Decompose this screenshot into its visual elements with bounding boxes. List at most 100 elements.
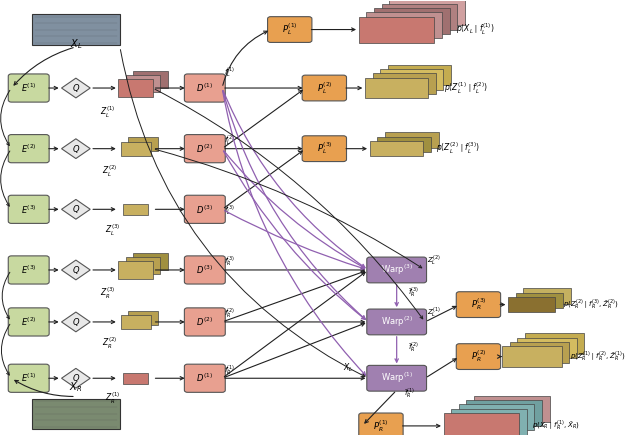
Text: $f_L^{(1)}$: $f_L^{(1)}$	[224, 65, 236, 80]
Polygon shape	[61, 312, 90, 332]
FancyBboxPatch shape	[474, 395, 550, 422]
FancyBboxPatch shape	[516, 293, 563, 308]
FancyBboxPatch shape	[128, 311, 158, 325]
FancyBboxPatch shape	[524, 288, 571, 304]
FancyBboxPatch shape	[370, 141, 424, 156]
Text: $p(X_R \mid f_R^{(1)},\bar{X}_R)$: $p(X_R \mid f_R^{(1)},\bar{X}_R)$	[532, 419, 580, 433]
FancyBboxPatch shape	[374, 8, 449, 34]
Text: $p(Z_R^{(1)} \mid f_R^{(2)},\bar{Z}_R^{(1)})$: $p(Z_R^{(1)} \mid f_R^{(2)},\bar{Z}_R^{(…	[570, 350, 625, 364]
FancyBboxPatch shape	[128, 137, 158, 151]
FancyBboxPatch shape	[359, 17, 435, 42]
FancyBboxPatch shape	[8, 195, 49, 223]
FancyBboxPatch shape	[118, 261, 153, 279]
Text: $D^{(3)}$: $D^{(3)}$	[196, 203, 213, 215]
Text: $D^{(2)}$: $D^{(2)}$	[196, 316, 213, 328]
Text: $Q$: $Q$	[72, 372, 80, 384]
Text: $Z_L^{(1)}$: $Z_L^{(1)}$	[427, 305, 441, 320]
Text: $Z_R^{(1)}$: $Z_R^{(1)}$	[105, 390, 120, 406]
FancyBboxPatch shape	[388, 65, 451, 85]
FancyBboxPatch shape	[8, 364, 49, 392]
Text: $p(Z_L^{(2)} \mid f_L^{(3)})$: $p(Z_L^{(2)} \mid f_L^{(3)})$	[436, 141, 480, 156]
FancyBboxPatch shape	[32, 399, 120, 429]
FancyBboxPatch shape	[378, 137, 431, 152]
FancyBboxPatch shape	[133, 253, 168, 270]
FancyBboxPatch shape	[456, 344, 500, 370]
FancyBboxPatch shape	[380, 69, 444, 90]
FancyBboxPatch shape	[184, 195, 225, 223]
FancyBboxPatch shape	[133, 71, 168, 88]
FancyBboxPatch shape	[123, 204, 148, 215]
FancyBboxPatch shape	[8, 135, 49, 163]
FancyBboxPatch shape	[365, 78, 428, 98]
Text: $f_L^{(2)}$: $f_L^{(2)}$	[224, 134, 236, 148]
Text: $E^{(2)}$: $E^{(2)}$	[20, 316, 36, 328]
Text: $Z_L^{(1)}$: $Z_L^{(1)}$	[100, 104, 115, 120]
FancyBboxPatch shape	[120, 142, 151, 156]
Text: $\bar{f}_R^{(1)}$: $\bar{f}_R^{(1)}$	[404, 387, 415, 401]
Text: $P_R^{(1)}$: $P_R^{(1)}$	[373, 418, 388, 434]
Text: $Q$: $Q$	[72, 316, 80, 328]
Text: $p(X_L \mid f_L^{(1)})$: $p(X_L \mid f_L^{(1)})$	[456, 22, 495, 37]
Text: $X_R$: $X_R$	[69, 381, 83, 394]
FancyBboxPatch shape	[517, 337, 577, 358]
FancyBboxPatch shape	[389, 0, 465, 25]
FancyBboxPatch shape	[8, 74, 49, 102]
FancyBboxPatch shape	[123, 373, 148, 384]
Text: $E^{(2)}$: $E^{(2)}$	[20, 142, 36, 155]
Text: $P_R^{(3)}$: $P_R^{(3)}$	[470, 297, 486, 312]
FancyBboxPatch shape	[184, 74, 225, 102]
Text: $Z_L^{(2)}$: $Z_L^{(2)}$	[102, 163, 117, 179]
Polygon shape	[61, 199, 90, 219]
Text: $Q$: $Q$	[72, 203, 80, 215]
Polygon shape	[61, 368, 90, 388]
Text: $Q$: $Q$	[72, 82, 80, 94]
FancyBboxPatch shape	[367, 365, 426, 391]
FancyBboxPatch shape	[126, 75, 161, 92]
FancyBboxPatch shape	[525, 333, 584, 354]
Text: $P_L^{(3)}$: $P_L^{(3)}$	[317, 141, 332, 156]
FancyBboxPatch shape	[8, 256, 49, 284]
Text: $p(Z_R^{(2)} \mid f_R^{(3)},\bar{Z}_R^{(2)})$: $p(Z_R^{(2)} \mid f_R^{(3)},\bar{Z}_R^{(…	[563, 298, 619, 312]
FancyBboxPatch shape	[184, 364, 225, 392]
FancyBboxPatch shape	[367, 12, 442, 38]
Text: $f_R^{(3)}$: $f_R^{(3)}$	[224, 255, 236, 269]
Text: $D^{(1)}$: $D^{(1)}$	[196, 372, 213, 385]
FancyBboxPatch shape	[126, 257, 161, 274]
FancyBboxPatch shape	[502, 346, 562, 367]
Text: $Q$: $Q$	[72, 264, 80, 276]
Text: $f_R^{(1)}$: $f_R^{(1)}$	[224, 363, 236, 378]
FancyBboxPatch shape	[120, 315, 151, 329]
Text: $\bar{f}_R^{(2)}$: $\bar{f}_R^{(2)}$	[408, 340, 419, 354]
FancyBboxPatch shape	[456, 292, 500, 318]
FancyBboxPatch shape	[381, 3, 457, 30]
Text: $E^{(3)}$: $E^{(3)}$	[20, 203, 36, 215]
FancyBboxPatch shape	[302, 136, 346, 162]
Text: $Z_R^{(2)}$: $Z_R^{(2)}$	[102, 335, 117, 351]
FancyBboxPatch shape	[8, 308, 49, 336]
Text: $\mathrm{Warp}^{(2)}$: $\mathrm{Warp}^{(2)}$	[381, 315, 413, 329]
FancyBboxPatch shape	[302, 75, 346, 101]
FancyBboxPatch shape	[367, 257, 426, 283]
FancyBboxPatch shape	[385, 132, 438, 148]
Text: $Q$: $Q$	[72, 142, 80, 155]
FancyBboxPatch shape	[32, 14, 120, 45]
Text: $p(Z_L^{(1)} \mid f_L^{(2)})$: $p(Z_L^{(1)} \mid f_L^{(2)})$	[444, 80, 488, 96]
Text: $E^{(1)}$: $E^{(1)}$	[20, 372, 36, 385]
FancyBboxPatch shape	[467, 400, 542, 426]
Text: $f_R^{(2)}$: $f_R^{(2)}$	[224, 307, 236, 321]
FancyBboxPatch shape	[268, 17, 312, 42]
Polygon shape	[61, 260, 90, 280]
Text: $\mathrm{Warp}^{(1)}$: $\mathrm{Warp}^{(1)}$	[381, 371, 413, 385]
Text: $P_L^{(1)}$: $P_L^{(1)}$	[282, 22, 298, 37]
FancyBboxPatch shape	[508, 297, 556, 312]
Text: $Z_L^{(2)}$: $Z_L^{(2)}$	[427, 254, 441, 268]
FancyBboxPatch shape	[184, 135, 225, 163]
Text: $Z_R^{(3)}$: $Z_R^{(3)}$	[100, 285, 115, 301]
Text: $D^{(3)}$: $D^{(3)}$	[196, 264, 213, 276]
Text: $\mathrm{Warp}^{(3)}$: $\mathrm{Warp}^{(3)}$	[381, 263, 413, 277]
FancyBboxPatch shape	[184, 308, 225, 336]
Text: $X_L$: $X_L$	[70, 37, 82, 51]
FancyBboxPatch shape	[367, 309, 426, 335]
Polygon shape	[61, 139, 90, 159]
FancyBboxPatch shape	[444, 413, 519, 437]
